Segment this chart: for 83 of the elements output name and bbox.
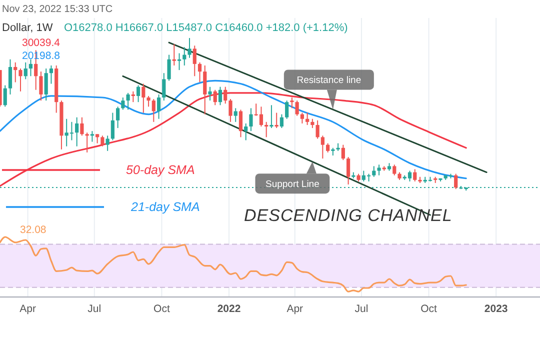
x-tick-label: Jul (88, 303, 102, 315)
candlestick (290, 97, 294, 109)
chart-title: Dollar, 1W (2, 22, 54, 34)
x-tick-label: Oct (420, 303, 438, 315)
candlestick (280, 114, 284, 129)
candlestick (177, 52, 182, 71)
candlestick (126, 92, 130, 110)
candlestick (106, 135, 110, 152)
candlestick (454, 173, 458, 190)
candlestick (228, 98, 232, 122)
text: 32.08 (20, 224, 46, 236)
candlestick (182, 46, 186, 66)
annotation: Support Line (266, 179, 320, 190)
candlestick (188, 38, 192, 58)
candlestick (249, 108, 253, 132)
candlestick (75, 116, 79, 147)
candlestick (203, 64, 207, 115)
candlestick (300, 112, 304, 124)
annotation: 30039.4 (22, 37, 60, 49)
x-tick-label: 2022 (217, 303, 241, 315)
candlestick (270, 104, 274, 129)
candlestick (14, 62, 18, 83)
candlestick (39, 71, 43, 102)
candlestick (346, 156, 350, 185)
candlestick (85, 132, 89, 153)
text: Nov 23, 2022 15:33 UTC (2, 4, 113, 15)
candlestick (213, 89, 217, 106)
candlestick (244, 122, 248, 141)
candlestick (320, 135, 324, 160)
candlestick (238, 109, 243, 138)
x-tick-label: Apr (20, 303, 36, 315)
candlestick (131, 90, 135, 103)
candlestick (162, 72, 166, 102)
candlestick (326, 142, 330, 153)
candlestick (392, 164, 396, 176)
x-tick-label: Jul (354, 303, 368, 315)
candlestick (172, 44, 176, 66)
candlestick (295, 100, 299, 116)
candlestick (208, 86, 212, 102)
candlestick (234, 108, 238, 122)
chart-subtitle: O16278.0 H16667.0 L15487.0 C16460.0 +182.0 (+1.12%) (64, 22, 348, 34)
candlestick (49, 64, 54, 84)
candlestick (18, 68, 22, 92)
candlestick (116, 106, 120, 129)
candlestick (377, 164, 381, 176)
candlestick (152, 98, 156, 122)
candlestick (3, 84, 7, 108)
candlestick (24, 62, 28, 80)
candlestick (218, 86, 222, 106)
candlestick (44, 68, 48, 102)
candlestick (8, 58, 12, 95)
candlestick (264, 121, 268, 138)
x-tick-label: 2023 (484, 303, 508, 315)
candlestick (316, 120, 320, 140)
candlestick (224, 86, 228, 104)
x-tick-label: Oct (154, 303, 170, 315)
candlestick (413, 168, 417, 182)
text: DESCENDING CHANNEL (244, 206, 452, 225)
candlestick (285, 100, 289, 120)
candlestick (90, 130, 94, 142)
candlestick (198, 62, 202, 83)
candlestick (341, 144, 345, 161)
candlestick (372, 166, 376, 178)
candlestick (142, 83, 146, 114)
x-tick-label: Apr (286, 303, 304, 315)
candlestick (110, 112, 114, 141)
candlestick (28, 58, 33, 77)
candlestick (96, 134, 100, 144)
candlestick (100, 135, 104, 147)
candlestick (192, 45, 196, 77)
candlestick (306, 112, 310, 126)
candlestick (136, 84, 140, 103)
candlestick (274, 112, 278, 129)
candlestick (310, 118, 314, 129)
annotation: Resistance line (296, 75, 362, 86)
candlestick (146, 95, 150, 108)
legend-key: 21-day SMA (6, 200, 200, 214)
legend-key: 50-day SMA (2, 163, 195, 177)
candlestick (156, 94, 161, 120)
candlestick (167, 54, 171, 82)
series-label: 50-day SMA (126, 163, 195, 177)
candlestick (121, 97, 125, 110)
candlestick (80, 116, 84, 136)
